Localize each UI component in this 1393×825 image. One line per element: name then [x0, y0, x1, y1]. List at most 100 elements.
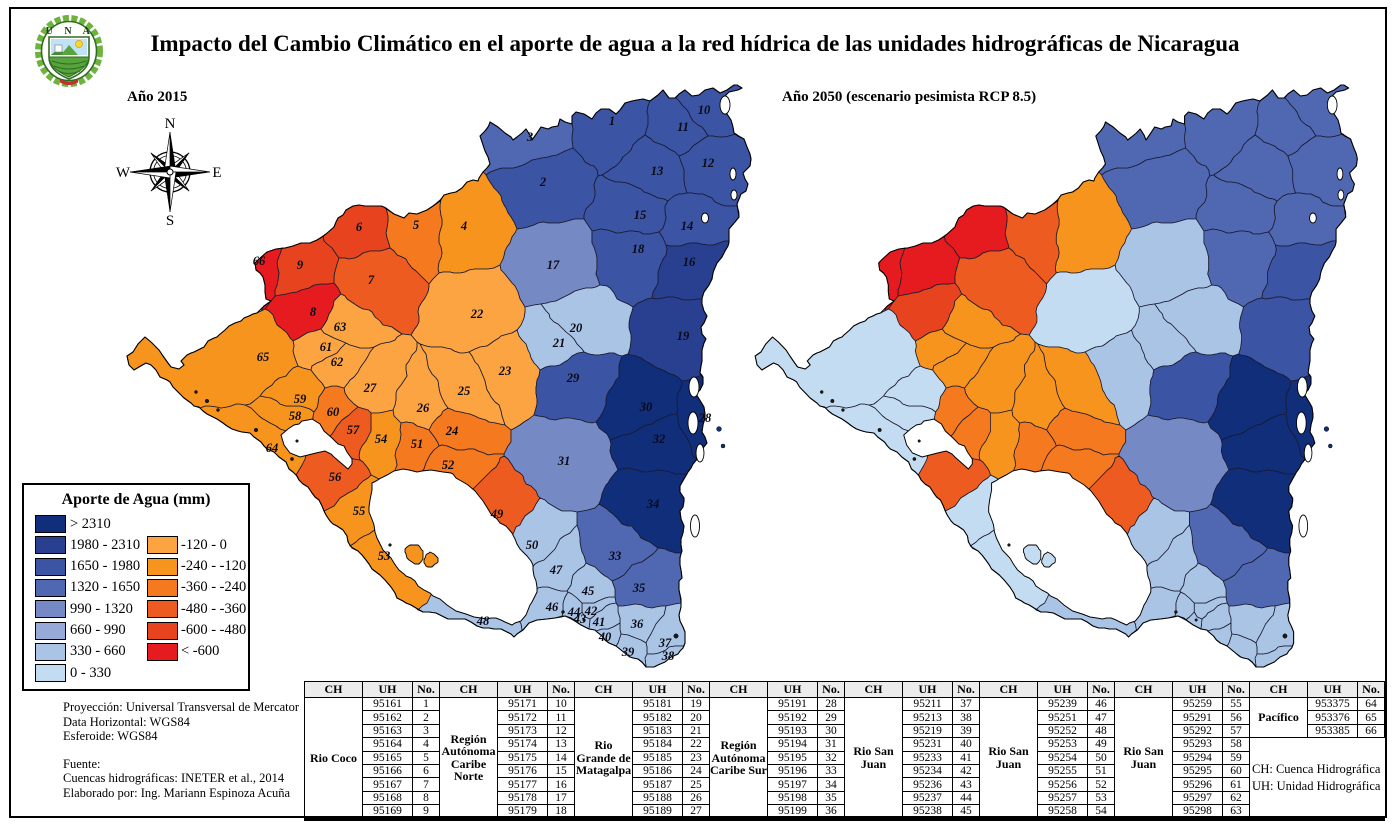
- table-uh: 95162: [362, 710, 413, 725]
- table-header-no: No.: [1222, 681, 1250, 698]
- unit-number-label: 33: [608, 549, 622, 563]
- table-no: 51: [1087, 763, 1115, 779]
- table-no: 5: [412, 750, 440, 765]
- table-uh: 95189: [632, 804, 683, 820]
- table-header-uh: UH: [902, 681, 953, 698]
- unit-number-label: 4: [460, 219, 467, 233]
- table-uh: 95295: [1172, 763, 1223, 779]
- table-no: 2: [412, 710, 440, 725]
- table-header-no: No.: [1357, 681, 1385, 698]
- table-uh: 95252: [1037, 723, 1088, 739]
- islet: [1194, 618, 1198, 622]
- table-no: 27: [682, 804, 710, 820]
- table-ch-6: Rio San Juan: [1114, 697, 1173, 820]
- table-header-ch: CH: [439, 681, 498, 698]
- legend-swatch-m360_m240: [147, 578, 178, 597]
- unit-number-label: 41: [592, 615, 606, 629]
- table-no: 3: [412, 723, 440, 739]
- coastal-lagoon: [695, 443, 705, 463]
- table-ch-3: Región Autónoma Caribe Sur: [709, 697, 768, 820]
- table-header-ch: CH: [304, 681, 363, 698]
- table-uh: 95173: [497, 723, 548, 739]
- table-uh: 95181: [632, 696, 683, 712]
- table-uh: 95292: [1172, 723, 1223, 739]
- hydro-table: CH UH No. CH UH No. CH UH No. CH UH No. CH UH No. CH UH N…: [304, 681, 1385, 821]
- table-header-no: No.: [952, 681, 980, 698]
- coastal-lagoon: [730, 189, 738, 201]
- islet: [917, 439, 921, 443]
- unit-number-label: 58: [289, 409, 302, 423]
- unit-number-label: 20: [569, 321, 583, 335]
- coastal-lagoon: [1298, 514, 1309, 538]
- unit-number-label: 46: [545, 600, 559, 614]
- unit-number-label: 45: [581, 584, 595, 598]
- unit-number-label: 51: [411, 437, 424, 451]
- legend-label-m240_m120: -240 - -120: [181, 558, 247, 575]
- unit-number-label: 2: [539, 175, 546, 189]
- unit-number-label: 60: [327, 405, 340, 419]
- figure-title: Impacto del Cambio Climático en el aport…: [150, 31, 1240, 56]
- unit-number-label: 56: [329, 470, 342, 484]
- legend-label-gt2310: > 2310: [70, 515, 111, 532]
- table-abbrev-note-1: UH: Unidad Hidrográfica: [1252, 778, 1381, 793]
- unit-number-label: 14: [681, 219, 694, 233]
- table-uh: 953385: [1307, 723, 1358, 739]
- una-logo: U N A: [35, 15, 103, 87]
- unit-number-label: 38: [661, 649, 675, 663]
- islet: [1007, 543, 1011, 547]
- table-row: 95168 8 95178 17 95188 26 95198 35 95237 44 95257 5…: [305, 790, 1385, 806]
- table-no: 35: [817, 790, 845, 806]
- unit-number-label: 53: [378, 549, 391, 563]
- legend-label-330_660: 330 - 660: [70, 643, 126, 660]
- table-header-ch: CH: [574, 681, 633, 698]
- unit-number-label: 10: [698, 103, 711, 117]
- unit-number-label: 26: [416, 401, 430, 415]
- islet: [582, 618, 586, 622]
- map-notes: Proyección: Universal Transversal de Mer…: [63, 700, 299, 800]
- table-uh: 95296: [1172, 777, 1223, 792]
- table-ch-7: Pacífico: [1249, 696, 1308, 739]
- islet: [877, 427, 882, 433]
- table-header-no: No.: [412, 681, 440, 698]
- lake-managua: [280, 418, 353, 470]
- unit-number-label: 27: [363, 381, 377, 395]
- note-source-line-0: Fuente:: [63, 756, 101, 771]
- table-uh: 95175: [497, 750, 548, 765]
- table-no: 41: [952, 750, 980, 765]
- note-projection-line-1: Data Horizontal: WGS84: [63, 714, 190, 729]
- table-no: 8: [412, 790, 440, 806]
- unit-number-label: 13: [651, 164, 664, 178]
- table-no: 14: [547, 750, 575, 765]
- unit-number-label: 31: [557, 454, 571, 468]
- islet: [216, 408, 220, 412]
- table-uh: 95172: [497, 710, 548, 725]
- table-no: 57: [1222, 723, 1250, 739]
- table-header-no: No.: [1087, 681, 1115, 698]
- table-no: 46: [1087, 696, 1115, 712]
- table-uh: 95163: [362, 723, 413, 739]
- coastal-lagoon: [687, 411, 699, 435]
- table-row: 95164 4 95174 13 95184 22 95194 31 95231 40 95253 4…: [305, 737, 1385, 793]
- table-uh: 95165: [362, 750, 413, 765]
- table-uh: 95239: [1037, 696, 1088, 712]
- unit-number-label: 12: [702, 156, 715, 170]
- map-unit-63: [941, 293, 1021, 349]
- table-no: 47: [1087, 710, 1115, 725]
- table-header-ch: CH: [979, 681, 1038, 698]
- islet: [841, 408, 845, 412]
- table-no: 37: [952, 696, 980, 712]
- legend-swatch-1650_1980: [35, 557, 66, 576]
- unit-number-label: 8: [310, 305, 317, 319]
- islet: [716, 426, 722, 432]
- table-uh: 95178: [497, 790, 548, 806]
- table-no: 65: [1357, 710, 1385, 725]
- table-ch-4: Rio San Juan: [844, 697, 903, 820]
- unit-number-label: 42: [584, 604, 598, 618]
- legend-swatch-0_330: [35, 664, 66, 683]
- table-uh: 95257: [1037, 790, 1088, 806]
- table-uh: 95254: [1037, 750, 1088, 765]
- table-row: 95163 3 95173 12 95183 21 95193 30 95219 39 95252 4…: [305, 723, 1385, 739]
- table-row: Rio Coco 95161 1 Región Autónoma Caribe Nor…: [304, 696, 1385, 820]
- table-uh: 95195: [767, 750, 818, 765]
- unit-number-label: 44: [567, 605, 581, 619]
